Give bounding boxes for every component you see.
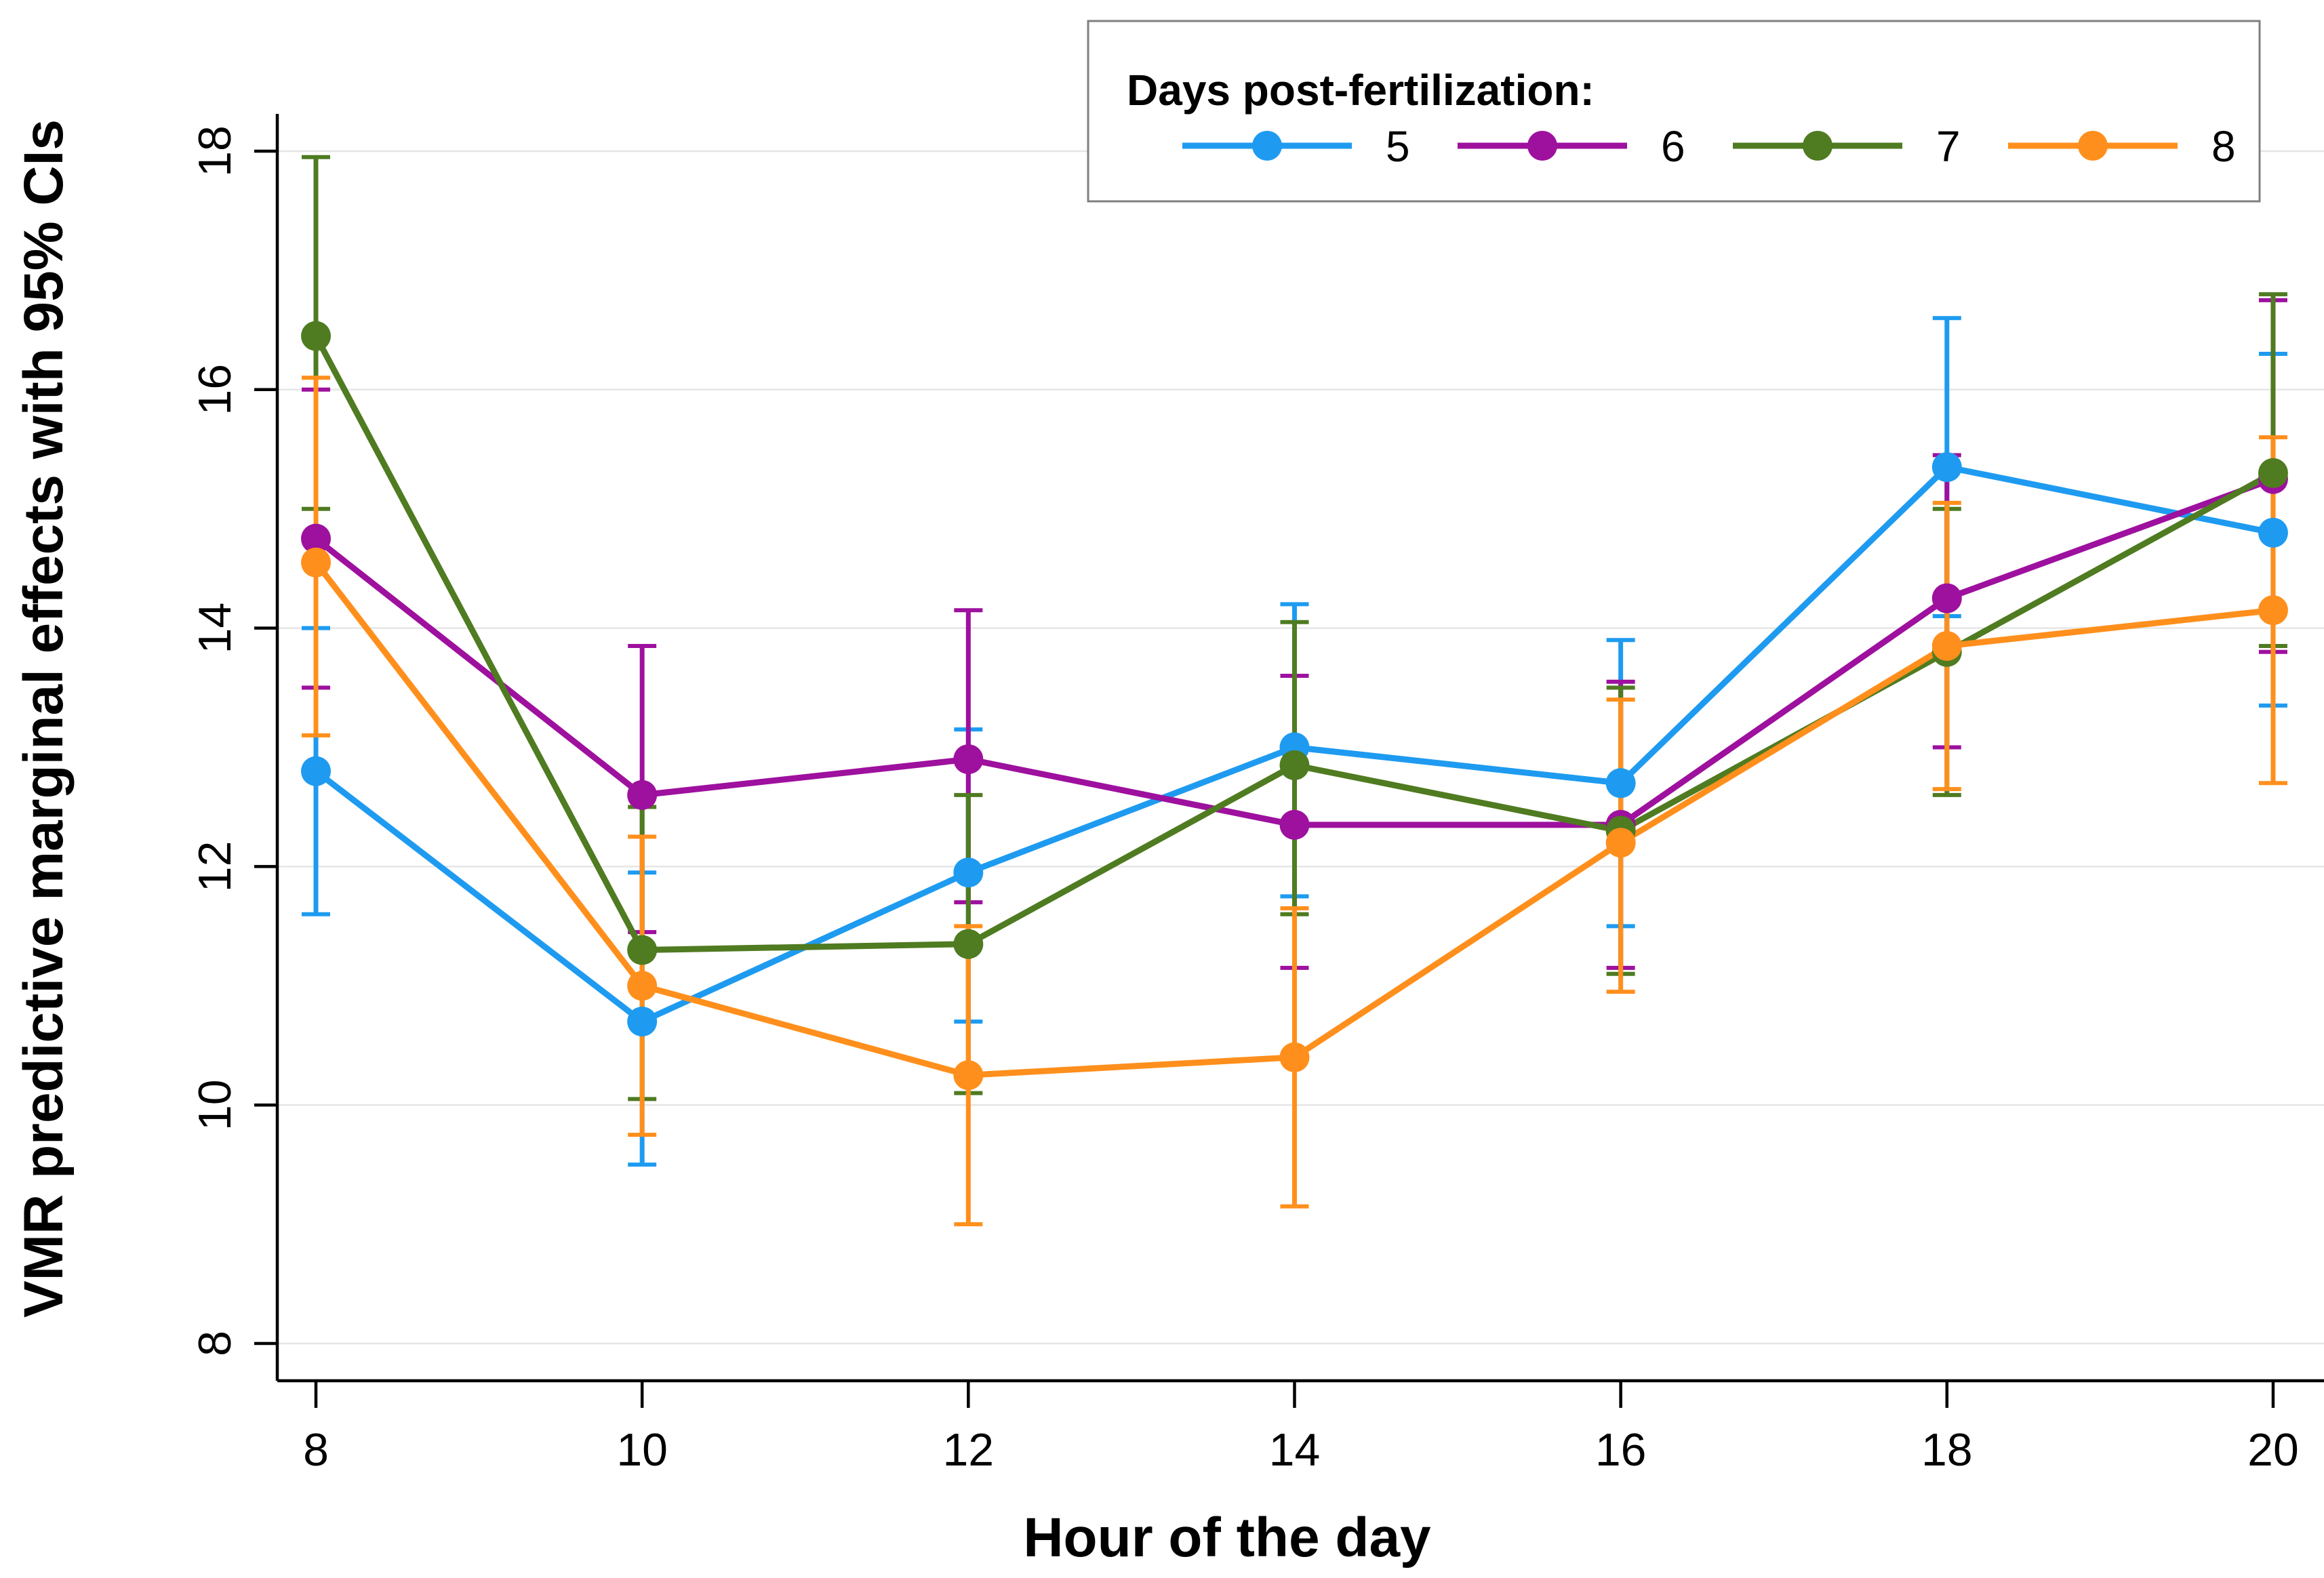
legend-item-day7: 7	[1733, 122, 1961, 171]
legend-item-label-day6: 6	[1661, 122, 1685, 171]
x-tick-label-14: 14	[1269, 1424, 1321, 1476]
x-tick-label-20: 20	[2247, 1424, 2299, 1476]
marker-day8-h12	[953, 1060, 984, 1091]
marker-day6-h10	[627, 780, 658, 810]
marker-day7-h8	[301, 321, 331, 351]
marker-day6-h8	[301, 523, 331, 554]
y-tick-label-8: 8	[189, 1331, 241, 1356]
marker-day5-h8	[301, 756, 331, 786]
x-tick-label-10: 10	[616, 1424, 668, 1476]
marker-day6-h14	[1279, 809, 1310, 840]
legend-item-label-day7: 7	[1936, 122, 1961, 171]
legend-item-day5: 5	[1182, 122, 1410, 171]
legend-title: Days post-fertilization:	[1127, 66, 1595, 115]
y-axis-title: VMR predictive marginal effects with 95%…	[13, 119, 75, 1318]
legend-key-marker-day6	[1527, 131, 1557, 161]
marker-day8-h8	[301, 547, 331, 578]
x-tick-label-18: 18	[1921, 1424, 1973, 1476]
marker-day6-h12	[953, 744, 984, 775]
y-tick-label-16: 16	[189, 364, 241, 416]
legend-box	[1087, 20, 2261, 203]
marker-day8-h20	[2258, 595, 2288, 626]
x-tick-label-8: 8	[303, 1424, 329, 1476]
marker-day8-h14	[1279, 1042, 1310, 1072]
marker-day7-h12	[953, 929, 984, 959]
legend-key-marker-day7	[1803, 131, 1832, 161]
legend-items: 5 6 7 8	[1182, 122, 2236, 171]
legend-item-label-day8: 8	[2211, 122, 2236, 171]
marker-day5-h18	[1931, 452, 1962, 483]
legend-item-label-day5: 5	[1386, 122, 1410, 171]
legend-item-day8: 8	[2008, 122, 2236, 171]
marker-day5-h16	[1605, 768, 1636, 798]
marker-day7-h10	[627, 935, 658, 965]
marker-day5-h20	[2258, 517, 2288, 548]
axes	[254, 114, 2324, 1408]
x-tick-label-12: 12	[942, 1424, 994, 1476]
y-tick-label-18: 18	[189, 125, 241, 177]
tick-labels: 8 10 12 14 16 18 8 10 12 14 16 18 20	[189, 125, 2299, 1476]
y-tick-label-10: 10	[189, 1079, 241, 1131]
marker-day5-h12	[953, 857, 984, 888]
x-tick-label-16: 16	[1595, 1424, 1647, 1476]
marker-day7-h20	[2258, 458, 2288, 488]
y-tick-label-12: 12	[189, 841, 241, 893]
marker-day8-h18	[1931, 630, 1962, 661]
x-axis-title: Hour of the day	[1023, 1507, 1431, 1569]
legend-item-day6: 6	[1458, 122, 1685, 171]
marker-day5-h10	[627, 1007, 658, 1037]
legend-key-marker-day5	[1252, 131, 1282, 161]
marker-day8-h10	[627, 971, 658, 1001]
legend-key-marker-day8	[2078, 131, 2108, 161]
marker-day7-h14	[1279, 750, 1310, 780]
legend: Days post-fertilization: 5 6 7 8	[1087, 20, 2261, 203]
marker-day8-h16	[1605, 828, 1636, 858]
data-series	[301, 155, 2288, 1227]
y-tick-label-14: 14	[189, 603, 241, 654]
marker-day6-h18	[1931, 583, 1962, 613]
